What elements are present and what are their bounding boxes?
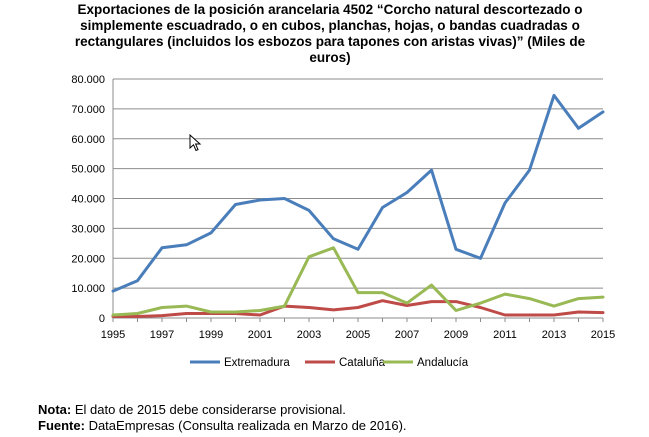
x-tick-label: 2007 [395,329,419,341]
source-line: Fuente: DataEmpresas (Consulta realizada… [38,418,407,434]
x-tick-label: 2015 [591,329,615,341]
x-tick-label: 2009 [444,329,468,341]
series-line-extremadura [111,93,605,293]
source-label: Fuente: [38,418,85,433]
x-tick-label: 1997 [150,329,174,341]
legend-label: Cataluña [339,357,386,369]
y-tick-label: 20.000 [71,253,105,265]
y-axis-ticks: 0 10.000 20.000 30.000 40.000 50.000 60.000 70.… [71,74,105,325]
line-chart: 0 10.000 20.000 30.000 40.000 50.000 60.000 70.… [71,74,615,369]
title-line: Exportaciones de la posición arancelaria… [77,2,583,17]
title-line: simplemente escuadrado, o en cubos, plan… [80,18,580,33]
mouse-pointer-icon [189,134,202,152]
x-tick-label: 1995 [101,329,125,341]
x-tick-label: 2011 [493,329,517,341]
y-tick-label: 30.000 [71,223,105,235]
x-tick-label: 2005 [346,329,370,341]
title-line: rectangulares (incluidos los esbozos par… [74,34,586,49]
series-lines [111,93,605,318]
note-text: El dato de 2015 debe considerarse provis… [71,402,346,417]
gridlines [113,78,603,289]
y-tick-label: 10.000 [71,283,105,295]
x-tick-label: 2001 [248,329,272,341]
x-tick-label: 1999 [199,329,223,341]
note-label: Nota: [38,402,72,417]
series-line-cataluña [111,299,605,318]
y-tick-label: 0 [99,313,105,325]
y-tick-label: 50.000 [71,164,105,176]
x-tick-label: 2003 [297,329,321,341]
series-line-andalucía [111,246,605,317]
footnotes: Nota: El dato de 2015 debe considerarse … [38,402,407,434]
title-line: euros) [309,50,351,65]
x-tick-label: 2013 [542,329,566,341]
legend: Extremadura Cataluña Andalucía [190,357,469,369]
y-tick-label: 80.000 [71,74,105,86]
y-tick-label: 70.000 [71,104,105,116]
legend-label: Extremadura [224,357,290,369]
legend-label: Andalucía [417,357,469,369]
x-axis-ticks: 1995 1997 1999 2001 2003 2005 2007 2009 2011 2013… [101,318,615,341]
y-tick-label: 60.000 [71,134,105,146]
chart-title: Exportaciones de la posición arancelaria… [40,2,620,66]
source-text: DataEmpresas (Consulta realizada en Marz… [84,418,407,433]
note-line: Nota: El dato de 2015 debe considerarse … [38,402,407,418]
y-tick-label: 40.000 [71,194,105,206]
